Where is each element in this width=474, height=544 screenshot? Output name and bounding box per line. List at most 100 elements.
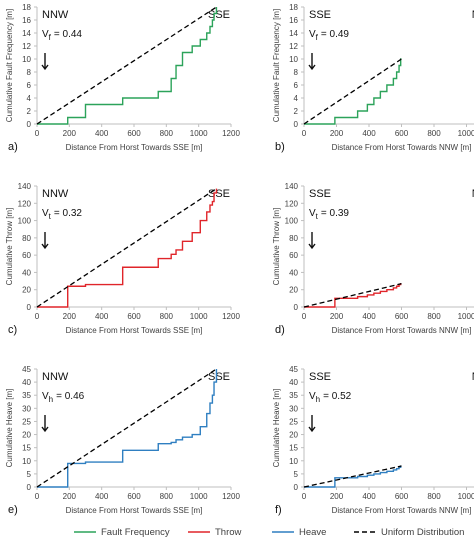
x-axis-label: Distance From Horst Towards NNW [m] — [332, 506, 472, 515]
v-value: = 0.44 — [54, 29, 83, 40]
x-tick-label: 800 — [160, 129, 174, 138]
direction-label-right: SSE — [208, 9, 230, 21]
y-tick-label: 40 — [289, 378, 298, 387]
x-tick-label: 600 — [127, 312, 141, 321]
y-tick-label: 40 — [22, 378, 31, 387]
y-tick-label: 60 — [22, 251, 31, 260]
x-tick-label: 200 — [330, 312, 344, 321]
y-tick-label: 8 — [27, 68, 32, 77]
x-tick-label: 800 — [427, 129, 441, 138]
v-symbol: V — [42, 208, 49, 219]
y-tick-label: 4 — [294, 94, 299, 103]
chart-panel-c: 0 200 400 600 800 1000 1200 0 20 40 60 80 100 120 140 D… — [5, 182, 240, 336]
y-tick-label: 140 — [18, 182, 32, 191]
x-axis-label: Distance From Horst Towards NNW [m] — [332, 143, 472, 152]
y-tick-label: 0 — [27, 120, 32, 129]
x-tick-label: 200 — [63, 312, 77, 321]
series-line-fault-frequency — [304, 58, 402, 125]
x-tick-label: 200 — [330, 129, 344, 138]
x-tick-label: 1200 — [222, 312, 240, 321]
y-tick-label: 10 — [22, 457, 31, 466]
y-tick-label: 12 — [289, 42, 298, 51]
panel-letter: e) — [8, 504, 18, 516]
y-axis-label: Cumulative Fault Frequency [m] — [5, 9, 14, 122]
uniform-distribution-line — [303, 283, 402, 308]
y-tick-label: 0 — [27, 303, 32, 312]
y-tick-label: 6 — [294, 81, 299, 90]
y-axis-label: Cumulative Heave [m] — [5, 389, 14, 468]
series-line-throw — [304, 282, 402, 308]
y-tick-label: 20 — [22, 286, 31, 295]
v-subscript: h — [49, 395, 53, 404]
direction-label-right: NNW — [472, 9, 474, 21]
chart-panel-b: 020040060080010001200024681012141618Dist… — [272, 3, 474, 153]
panel-letter: a) — [8, 141, 18, 153]
direction-label-left: NNW — [42, 9, 69, 21]
y-tick-label: 5 — [27, 470, 32, 479]
v-value-annotation: Vh = 0.46 — [42, 391, 85, 404]
x-tick-label: 1000 — [458, 129, 474, 138]
y-tick-label: 120 — [18, 199, 32, 208]
x-tick-label: 0 — [35, 312, 40, 321]
v-value-annotation: Vh = 0.52 — [309, 391, 352, 404]
y-tick-label: 35 — [22, 391, 31, 400]
y-tick-label: 8 — [294, 68, 299, 77]
x-tick-label: 400 — [95, 492, 109, 501]
x-tick-label: 1200 — [222, 129, 240, 138]
y-tick-label: 35 — [289, 391, 298, 400]
y-tick-label: 20 — [22, 431, 31, 440]
y-tick-label: 6 — [27, 81, 32, 90]
direction-label-right: NNW — [472, 371, 474, 383]
y-tick-label: 40 — [22, 268, 31, 277]
y-tick-label: 4 — [27, 94, 32, 103]
series-line-heave — [304, 465, 402, 488]
y-tick-label: 0 — [294, 120, 299, 129]
y-tick-label: 40 — [289, 268, 298, 277]
x-tick-label: 1000 — [458, 312, 474, 321]
y-tick-label: 10 — [289, 457, 298, 466]
y-tick-label: 14 — [289, 29, 298, 38]
x-tick-label: 0 — [302, 492, 307, 501]
y-axis-label: Cumulative Fault Frequency [m] — [272, 9, 281, 122]
x-tick-label: 400 — [362, 312, 376, 321]
y-tick-label: 25 — [289, 417, 298, 426]
x-tick-label: 400 — [362, 129, 376, 138]
y-tick-label: 18 — [22, 3, 31, 12]
v-value: = 0.46 — [56, 391, 85, 402]
x-tick-label: 1000 — [190, 492, 208, 501]
y-tick-label: 80 — [22, 234, 31, 243]
direction-label-left: NNW — [42, 188, 69, 200]
y-tick-label: 30 — [289, 404, 298, 413]
panel-letter: b) — [275, 141, 285, 153]
x-tick-label: 200 — [63, 492, 77, 501]
v-value-annotation: Vf = 0.49 — [309, 29, 349, 42]
down-arrow-icon — [41, 53, 49, 71]
down-arrow-icon — [308, 415, 316, 433]
y-tick-label: 18 — [289, 3, 298, 12]
uniform-distribution-line — [303, 465, 402, 488]
v-value-annotation: Vf = 0.44 — [42, 29, 82, 42]
v-value-annotation: Vt = 0.32 — [42, 208, 82, 221]
y-tick-label: 45 — [289, 365, 298, 374]
y-tick-label: 2 — [27, 107, 32, 116]
series-line-throw — [37, 188, 218, 308]
v-value-annotation: Vt = 0.39 — [309, 208, 349, 221]
v-subscript: h — [316, 395, 320, 404]
v-subscript: f — [316, 33, 319, 42]
x-tick-label: 600 — [395, 312, 409, 321]
v-symbol: V — [309, 29, 316, 40]
x-tick-label: 600 — [395, 492, 409, 501]
y-tick-label: 20 — [289, 431, 298, 440]
x-axis-label: Distance From Horst Towards SSE [m] — [66, 326, 203, 335]
direction-label-left: NNW — [42, 371, 69, 383]
y-tick-label: 25 — [22, 417, 31, 426]
down-arrow-icon — [308, 232, 316, 250]
x-tick-label: 800 — [427, 492, 441, 501]
series-line-fault-frequency — [37, 7, 218, 125]
direction-label-left: SSE — [309, 371, 331, 383]
y-tick-label: 2 — [294, 107, 299, 116]
y-axis-label: Cumulative Throw [m] — [5, 208, 14, 286]
panel-letter: f) — [275, 504, 282, 516]
x-axis-label: Distance From Horst Towards SSE [m] — [66, 143, 203, 152]
y-tick-label: 0 — [27, 483, 32, 492]
